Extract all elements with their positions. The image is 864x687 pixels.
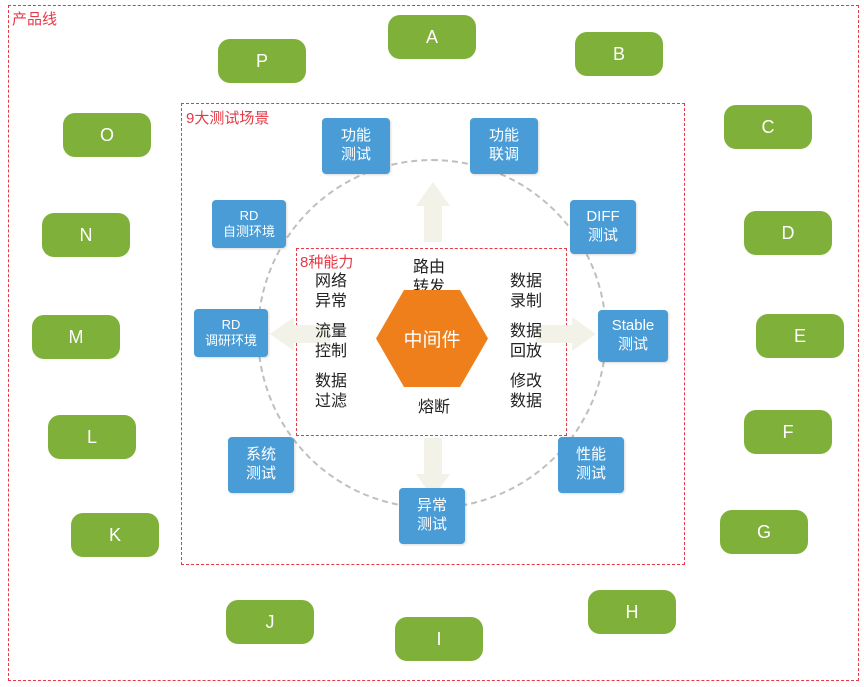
capability-net-anom: 网络异常 bbox=[315, 272, 347, 312]
product-node-c: C bbox=[724, 105, 812, 149]
product-node-a: A bbox=[388, 15, 476, 59]
product-node-l: L bbox=[48, 415, 136, 459]
product-node-d: D bbox=[744, 211, 832, 255]
product-node-n: N bbox=[42, 213, 130, 257]
product-node-j: J bbox=[226, 600, 314, 644]
middle-label-scenarios: 9大测试场景 bbox=[186, 107, 269, 128]
scenario-stable-test: Stable测试 bbox=[598, 310, 668, 362]
scenario-anom-test: 异常测试 bbox=[399, 488, 465, 544]
product-node-m: M bbox=[32, 315, 120, 359]
outer-label-product-line: 产品线 bbox=[12, 8, 57, 29]
arrow-right bbox=[536, 317, 596, 351]
product-node-p: P bbox=[218, 39, 306, 83]
scenario-diff-test: DIFF测试 bbox=[570, 200, 636, 254]
capability-data-rec: 数据录制 bbox=[510, 272, 542, 312]
product-node-i: I bbox=[395, 617, 483, 661]
product-node-h: H bbox=[588, 590, 676, 634]
capability-data-filter: 数据过滤 bbox=[315, 372, 347, 412]
scenario-perf-test: 性能测试 bbox=[558, 437, 624, 493]
product-node-o: O bbox=[63, 113, 151, 157]
arrow-up bbox=[416, 182, 450, 242]
product-node-g: G bbox=[720, 510, 808, 554]
capability-mod-data: 修改数据 bbox=[510, 372, 542, 412]
scenario-rd-selftest: RD自测环境 bbox=[212, 200, 286, 248]
product-node-e: E bbox=[756, 314, 844, 358]
scenario-func-joint: 功能联调 bbox=[470, 118, 538, 174]
capability-fuse: 熔断 bbox=[418, 398, 450, 418]
scenario-rd-research: RD调研环境 bbox=[194, 309, 268, 357]
capability-flow-ctl: 流量控制 bbox=[315, 322, 347, 362]
scenario-func-test: 功能测试 bbox=[322, 118, 390, 174]
scenario-sys-test: 系统测试 bbox=[228, 437, 294, 493]
capability-data-play: 数据回放 bbox=[510, 322, 542, 362]
product-node-b: B bbox=[575, 32, 663, 76]
product-node-k: K bbox=[71, 513, 159, 557]
product-node-f: F bbox=[744, 410, 832, 454]
